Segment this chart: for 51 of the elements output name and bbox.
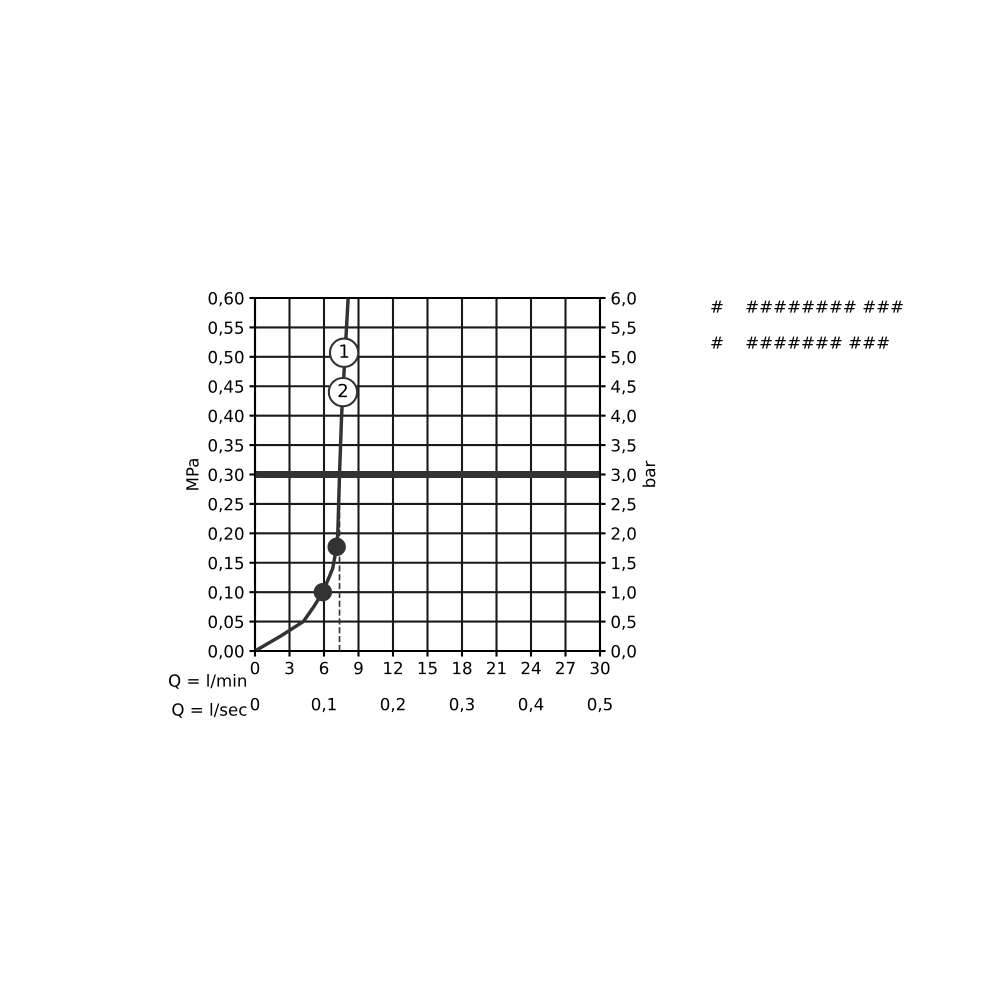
- y-tick-label: 0,50: [208, 350, 244, 366]
- annotation: 1: [340, 344, 348, 358]
- x-tick-label: 27: [556, 662, 575, 674]
- x2-tick-label: 0,4: [518, 698, 544, 712]
- y-tick-label: 0,60: [208, 292, 244, 306]
- y-tick-label: 0,40: [208, 410, 244, 424]
- y-tick-label: 0,10: [208, 586, 244, 600]
- x2-tick-label: 0,3: [450, 698, 474, 712]
- x-tick-label: 6: [320, 662, 328, 674]
- annotation: 2: [338, 384, 347, 398]
- y2-tick-label: 6,0: [612, 292, 636, 306]
- x-tick-label: 3: [285, 662, 294, 674]
- y2-tick-label: 1,0: [612, 586, 636, 600]
- x-tick-label: 12: [384, 662, 402, 674]
- x-tick-label: 30: [590, 662, 610, 674]
- x-tick-label: 18: [453, 662, 472, 674]
- x-tick-label: 15: [418, 662, 437, 674]
- y-tick-label: 0,45: [208, 380, 244, 395]
- y-tick-label: 0,25: [208, 498, 244, 512]
- y2-tick-label: 2,5: [612, 498, 636, 512]
- y-axis-title: MPa: [186, 459, 199, 490]
- x-tick-label: 21: [487, 662, 506, 674]
- y2-tick-label: 1,5: [612, 556, 636, 572]
- y-tick-label: 0,15: [208, 556, 244, 572]
- y2-axis-title: bar: [642, 460, 656, 487]
- y2-tick-label: 5,0: [612, 350, 636, 366]
- y2-tick-label: 4,5: [611, 380, 636, 395]
- y-tick-label: 0,00: [208, 644, 244, 660]
- x2-tick-label: 0: [250, 698, 260, 710]
- y-tick-label: 0,05: [208, 616, 244, 630]
- y2-tick-label: 3,0: [612, 468, 636, 483]
- x2-tick-label: 0,1: [312, 698, 336, 712]
- x-tick-label: 9: [354, 662, 363, 674]
- x-axis-title: Q = l/min: [168, 674, 246, 689]
- y-tick-label: 0,55: [208, 321, 244, 336]
- x2-tick-label: 0,5: [588, 698, 612, 712]
- text: # ######## ###: [711, 300, 903, 313]
- y2-tick-label: 3,5: [612, 439, 636, 454]
- x-tick-label: 24: [522, 662, 541, 674]
- y2-tick-label: 4,0: [611, 410, 636, 424]
- y2-tick-label: 5,5: [612, 322, 636, 336]
- x-tick-label: 0: [250, 662, 260, 674]
- x2-tick-label: 0,2: [380, 698, 405, 712]
- y-tick-label: 0,20: [208, 527, 244, 542]
- y2-tick-label: 0,0: [612, 644, 636, 660]
- text: # ####### ###: [711, 336, 889, 349]
- y2-tick-label: 0,5: [612, 616, 636, 630]
- x2-axis-title: Q = l/sec: [172, 702, 246, 718]
- y-tick-label: 0,35: [208, 439, 244, 454]
- y2-tick-label: 2,0: [612, 527, 636, 542]
- y-tick-label: 0,30: [208, 468, 244, 483]
